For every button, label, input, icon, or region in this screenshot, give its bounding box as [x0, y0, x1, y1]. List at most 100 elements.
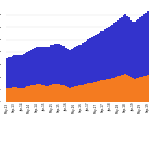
Bar	[113, 23, 115, 78]
Bar	[106, 79, 108, 102]
Bar	[49, 46, 50, 85]
Bar	[41, 47, 43, 84]
Bar	[130, 20, 132, 77]
Bar	[87, 39, 89, 83]
Bar	[128, 76, 130, 102]
Bar	[38, 84, 39, 102]
Bar	[76, 46, 78, 86]
Bar	[23, 87, 24, 102]
Bar	[28, 51, 30, 86]
Bar	[30, 50, 32, 85]
Bar	[128, 17, 130, 76]
Bar	[84, 84, 86, 102]
Bar	[56, 84, 58, 102]
Bar	[58, 44, 60, 84]
Bar	[13, 54, 15, 87]
Bar	[17, 87, 19, 102]
Bar	[32, 85, 34, 102]
Bar	[102, 30, 104, 80]
Bar	[61, 85, 63, 102]
Bar	[34, 48, 36, 84]
Bar	[54, 84, 56, 102]
Bar	[8, 88, 10, 102]
Bar	[65, 86, 67, 102]
Bar	[80, 45, 82, 85]
Bar	[132, 78, 134, 102]
Bar	[26, 86, 28, 102]
Bar	[39, 46, 41, 84]
Bar	[6, 58, 8, 88]
Bar	[126, 15, 128, 75]
Bar	[87, 83, 89, 102]
Bar	[124, 74, 126, 102]
Bar	[47, 86, 49, 102]
Bar	[63, 46, 65, 85]
Bar	[28, 86, 30, 102]
Bar	[134, 78, 136, 102]
Bar	[60, 45, 61, 84]
Bar	[32, 49, 34, 85]
Bar	[86, 40, 87, 84]
Bar	[36, 47, 38, 84]
Bar	[102, 80, 104, 102]
Bar	[147, 11, 148, 75]
Bar	[137, 78, 139, 102]
Bar	[82, 84, 84, 102]
Bar	[141, 76, 143, 102]
Bar	[43, 85, 45, 102]
Bar	[41, 84, 43, 102]
Bar	[78, 45, 80, 85]
Bar	[110, 79, 111, 102]
Bar	[67, 49, 69, 87]
Bar	[76, 85, 78, 102]
Bar	[119, 18, 121, 75]
Bar	[50, 45, 52, 84]
Bar	[136, 78, 137, 102]
Bar	[104, 80, 106, 102]
Bar	[15, 54, 17, 87]
Bar	[54, 44, 56, 84]
Bar	[126, 75, 128, 102]
Bar	[56, 44, 58, 84]
Bar	[65, 48, 67, 86]
Bar	[12, 87, 13, 102]
Bar	[50, 84, 52, 102]
Bar	[61, 45, 63, 85]
Bar	[130, 77, 132, 102]
Bar	[115, 21, 117, 77]
Bar	[147, 75, 148, 102]
Bar	[21, 88, 23, 102]
Bar	[24, 53, 26, 87]
Bar	[132, 22, 134, 78]
Bar	[21, 55, 23, 88]
Bar	[24, 87, 26, 102]
Bar	[136, 20, 137, 78]
Bar	[124, 14, 126, 74]
Bar	[108, 27, 110, 79]
Bar	[84, 42, 86, 84]
Bar	[111, 78, 113, 102]
Bar	[123, 15, 124, 75]
Bar	[74, 86, 76, 102]
Bar	[23, 54, 24, 87]
Bar	[121, 75, 123, 102]
Bar	[49, 85, 50, 102]
Bar	[10, 57, 12, 87]
Bar	[52, 84, 54, 102]
Bar	[111, 24, 113, 78]
Bar	[45, 85, 47, 102]
Bar	[145, 12, 147, 75]
Bar	[134, 21, 136, 78]
Bar	[106, 28, 108, 79]
Bar	[139, 77, 141, 102]
Bar	[47, 47, 49, 86]
Bar	[93, 36, 95, 82]
Bar	[8, 57, 10, 88]
Bar	[30, 85, 32, 102]
Bar	[121, 16, 123, 75]
Bar	[99, 81, 100, 102]
Bar	[97, 33, 99, 81]
Bar	[39, 84, 41, 102]
Bar	[93, 82, 95, 102]
Bar	[108, 79, 110, 102]
